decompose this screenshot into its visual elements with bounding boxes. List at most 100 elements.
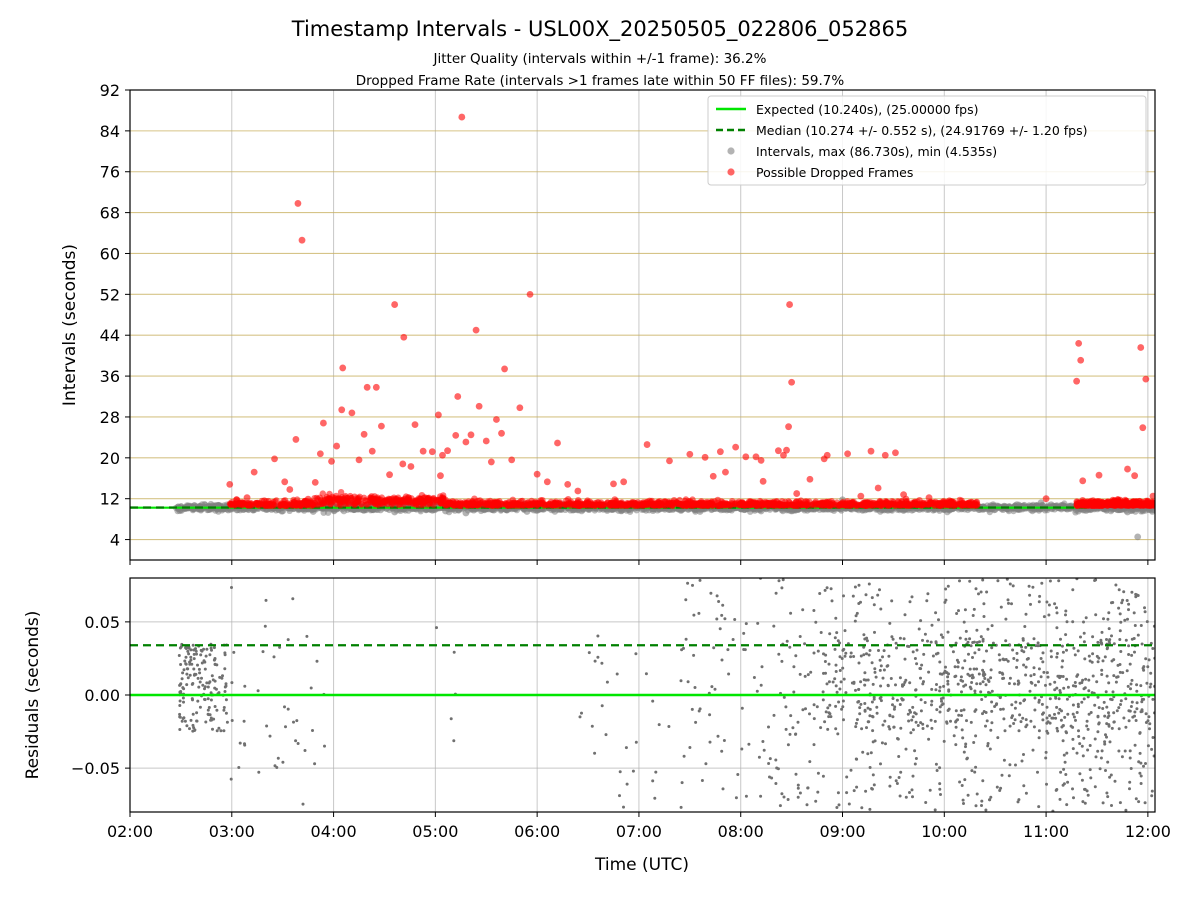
residual-point xyxy=(452,650,456,654)
dropped-frame-point xyxy=(596,501,603,508)
residual-point xyxy=(760,665,764,669)
residual-point xyxy=(210,674,214,678)
legend-dropped-label: Possible Dropped Frames xyxy=(756,165,913,180)
residual-point xyxy=(794,654,798,658)
residual-point xyxy=(698,707,702,711)
residual-point xyxy=(864,789,868,793)
residual-point xyxy=(263,624,267,628)
residual-point xyxy=(888,621,892,625)
intervals-y-tick-label: 60 xyxy=(100,244,120,263)
residual-point xyxy=(930,699,934,703)
residual-point xyxy=(634,652,638,656)
dropped-frame-point xyxy=(610,480,617,488)
residual-point xyxy=(195,711,199,715)
residual-point xyxy=(818,592,822,595)
residual-point xyxy=(835,631,839,635)
residual-point xyxy=(305,634,309,638)
dropped-frame-point xyxy=(292,436,300,443)
residual-point xyxy=(189,658,193,662)
residual-point xyxy=(927,670,931,674)
residual-point xyxy=(825,586,829,590)
dropped-frame-point xyxy=(567,500,575,507)
residual-point xyxy=(213,705,217,708)
residual-point xyxy=(865,636,869,640)
residual-point xyxy=(878,668,882,672)
residual-point xyxy=(908,681,912,685)
residual-point xyxy=(653,796,657,800)
residual-point xyxy=(230,681,234,685)
dropped-frame-point xyxy=(311,500,319,507)
residual-point xyxy=(860,727,864,731)
residual-point xyxy=(268,734,272,738)
residual-point xyxy=(191,712,195,716)
residual-point xyxy=(814,799,818,803)
dropped-frame-point xyxy=(333,442,341,450)
residual-point xyxy=(604,733,608,737)
interval-point xyxy=(309,508,317,515)
dropped-frame-point xyxy=(1079,477,1087,485)
residual-point xyxy=(899,770,903,774)
residual-point xyxy=(223,667,227,671)
dropped-frame-point xyxy=(326,490,333,498)
residual-point xyxy=(596,655,600,659)
dropped-frame-point xyxy=(298,502,305,509)
dropped-frame-point xyxy=(660,502,667,509)
residual-point xyxy=(812,703,816,707)
intervals-y-tick-label: 36 xyxy=(100,367,120,386)
dropped-frame-point xyxy=(1149,499,1155,507)
residual-point xyxy=(887,725,891,729)
residual-point xyxy=(213,679,217,683)
residual-point xyxy=(911,795,914,799)
residual-point xyxy=(756,621,760,625)
residual-point xyxy=(809,670,813,674)
residual-point xyxy=(718,627,722,631)
residual-point xyxy=(919,721,923,725)
residual-point xyxy=(891,637,895,641)
residual-point xyxy=(855,611,859,615)
residual-point xyxy=(744,794,748,798)
dropped-frame-point xyxy=(386,471,393,479)
residual-point xyxy=(834,704,838,708)
residual-point xyxy=(180,677,184,681)
residual-point xyxy=(830,599,834,603)
dropped-frame-point xyxy=(543,478,551,486)
dropped-frame-point xyxy=(482,437,490,445)
residual-point xyxy=(759,683,763,687)
residual-point xyxy=(208,680,212,684)
residual-point xyxy=(600,704,604,708)
residual-point xyxy=(223,690,227,693)
residual-point xyxy=(697,611,701,615)
residual-point xyxy=(860,806,864,810)
residual-point xyxy=(740,747,744,751)
dropped-frame-point xyxy=(904,502,912,509)
residual-point xyxy=(835,690,839,694)
residual-point xyxy=(679,805,683,809)
dropped-frame-point xyxy=(747,498,754,505)
dropped-frame-point xyxy=(874,501,881,508)
residual-point xyxy=(852,789,856,793)
residual-point xyxy=(854,688,857,692)
residual-point xyxy=(902,637,906,641)
residual-point xyxy=(186,667,190,671)
dropped-dense-band xyxy=(226,489,1155,509)
dropped-frame-point xyxy=(864,499,871,506)
residual-point xyxy=(854,725,858,729)
dropped-frame-point xyxy=(508,456,516,464)
residual-point xyxy=(209,691,213,695)
dropped-frame-point xyxy=(780,451,787,459)
residual-point xyxy=(819,631,823,634)
dropped-frame-point xyxy=(472,501,479,508)
dropped-frame-point xyxy=(1117,500,1124,508)
intervals-y-tick-label: 68 xyxy=(100,204,120,223)
residual-point xyxy=(743,648,747,652)
residual-point xyxy=(933,808,937,812)
residual-point xyxy=(875,705,879,709)
dropped-frame-point xyxy=(806,475,814,483)
intervals-y-tick-label: 4 xyxy=(110,531,120,550)
residual-point xyxy=(873,667,877,671)
dropped-frame-point xyxy=(1103,500,1110,507)
interval-point xyxy=(279,507,287,515)
dropped-frame-point xyxy=(937,502,944,509)
residual-point xyxy=(291,597,295,601)
residual-point xyxy=(232,650,236,654)
